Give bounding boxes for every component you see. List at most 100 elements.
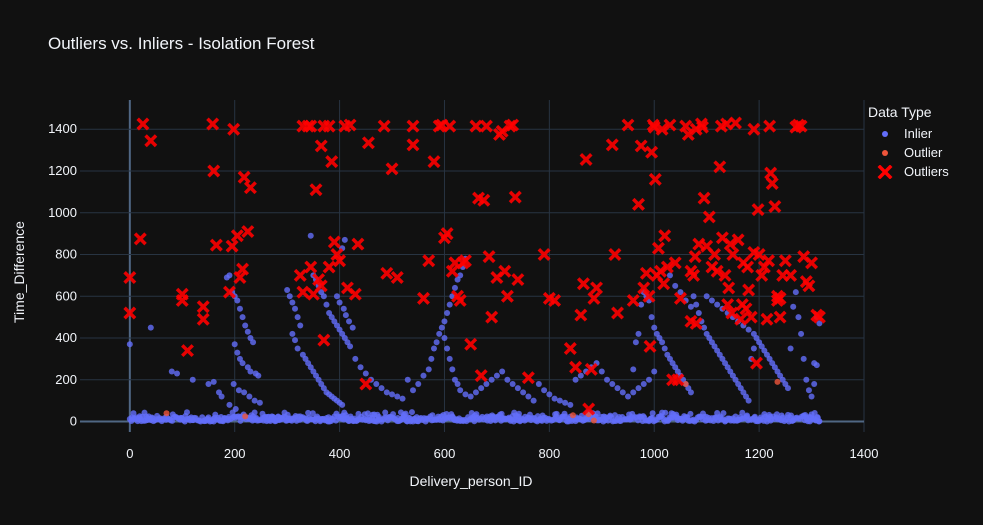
- outliers-x-point[interactable]: [569, 360, 583, 374]
- inlier-point[interactable]: [604, 376, 611, 383]
- outliers-x-point[interactable]: [322, 119, 336, 133]
- inlier-point[interactable]: [292, 305, 299, 312]
- inlier-point[interactable]: [567, 401, 574, 408]
- outlier-point[interactable]: [163, 410, 170, 417]
- inlier-point[interactable]: [420, 372, 427, 379]
- inlier-point[interactable]: [645, 376, 652, 383]
- outliers-x-point[interactable]: [348, 287, 362, 301]
- outliers-x-point[interactable]: [448, 256, 462, 270]
- inlier-point[interactable]: [352, 355, 359, 362]
- inlier-point[interactable]: [231, 341, 238, 348]
- outliers-x-point[interactable]: [645, 145, 659, 159]
- outliers-x-point[interactable]: [582, 402, 596, 416]
- inlier-point[interactable]: [648, 314, 655, 321]
- outliers-x-point[interactable]: [648, 172, 662, 186]
- inlier-point[interactable]: [408, 409, 415, 416]
- inlier-point[interactable]: [174, 370, 181, 377]
- outliers-x-point[interactable]: [658, 229, 672, 243]
- outliers-x-point[interactable]: [655, 122, 669, 136]
- outliers-x-point[interactable]: [696, 120, 709, 134]
- outliers-x-point[interactable]: [587, 291, 601, 305]
- inlier-point[interactable]: [662, 409, 669, 416]
- outliers-x-point[interactable]: [427, 155, 441, 169]
- inlier-point[interactable]: [701, 324, 708, 331]
- outliers-x-point[interactable]: [563, 342, 577, 355]
- outliers-x-point[interactable]: [687, 268, 701, 282]
- outliers-x-point[interactable]: [458, 254, 472, 268]
- inlier-point[interactable]: [373, 380, 380, 387]
- outlier-point[interactable]: [682, 380, 689, 387]
- inlier-point[interactable]: [499, 368, 506, 375]
- outliers-x-point[interactable]: [296, 285, 310, 299]
- outliers-x-point[interactable]: [747, 122, 761, 136]
- outliers-x-point[interactable]: [196, 300, 210, 314]
- inlier-point[interactable]: [750, 345, 757, 352]
- inlier-point[interactable]: [800, 355, 807, 362]
- inlier-point[interactable]: [467, 393, 474, 400]
- inlier-point[interactable]: [320, 293, 327, 300]
- inlier-point[interactable]: [382, 409, 389, 416]
- inlier-point[interactable]: [251, 397, 258, 404]
- inlier-point[interactable]: [404, 376, 411, 383]
- outliers-x-point[interactable]: [236, 262, 250, 276]
- inlier-point[interactable]: [323, 301, 330, 308]
- inlier-point[interactable]: [773, 411, 780, 418]
- outliers-x-point[interactable]: [227, 122, 241, 136]
- outliers-x-point[interactable]: [209, 238, 223, 252]
- inlier-point[interactable]: [239, 360, 246, 367]
- inlier-point[interactable]: [292, 337, 299, 344]
- outliers-x-point[interactable]: [222, 285, 236, 299]
- outliers-x-point[interactable]: [440, 227, 454, 241]
- inlier-point[interactable]: [232, 406, 239, 413]
- outliers-x-point[interactable]: [508, 190, 522, 204]
- inlier-point[interactable]: [625, 393, 632, 400]
- inlier-point[interactable]: [451, 284, 458, 291]
- outliers-x-point[interactable]: [453, 293, 467, 307]
- inlier-point[interactable]: [614, 385, 621, 392]
- inlier-point[interactable]: [415, 380, 422, 387]
- inlier-point[interactable]: [457, 387, 464, 394]
- outliers-x-point[interactable]: [729, 116, 742, 130]
- inlier-point[interactable]: [553, 410, 560, 417]
- outliers-x-point[interactable]: [495, 124, 509, 138]
- outliers-x-point[interactable]: [406, 119, 420, 133]
- outliers-x-point[interactable]: [660, 260, 674, 274]
- inlier-point[interactable]: [239, 314, 246, 321]
- inlier-point[interactable]: [795, 314, 802, 321]
- outliers-x-point[interactable]: [679, 119, 693, 133]
- outlier-point[interactable]: [590, 417, 597, 424]
- inlier-point[interactable]: [687, 389, 694, 396]
- outliers-x-point[interactable]: [136, 117, 150, 131]
- outliers-x-point[interactable]: [764, 166, 778, 180]
- outliers-x-point[interactable]: [608, 248, 622, 261]
- inlier-point[interactable]: [430, 345, 437, 352]
- outliers-x-point[interactable]: [406, 138, 420, 152]
- inlier-point[interactable]: [504, 376, 511, 383]
- outliers-x-point[interactable]: [293, 268, 307, 282]
- outliers-x-point[interactable]: [731, 233, 745, 247]
- outliers-x-point[interactable]: [718, 268, 732, 282]
- inlier-point[interactable]: [226, 401, 233, 408]
- inlier-point[interactable]: [441, 335, 448, 342]
- inlier-point[interactable]: [394, 393, 401, 400]
- outliers-x-point[interactable]: [506, 118, 520, 132]
- inlier-point[interactable]: [305, 409, 312, 416]
- inlier-point[interactable]: [126, 341, 133, 348]
- outliers-x-point[interactable]: [133, 232, 147, 246]
- outliers-x-point[interactable]: [651, 241, 665, 255]
- outliers-x-point[interactable]: [443, 119, 457, 133]
- inlier-point[interactable]: [798, 330, 805, 337]
- outliers-x-point[interactable]: [309, 183, 323, 197]
- outliers-x-point[interactable]: [708, 248, 722, 261]
- outliers-x-point[interactable]: [377, 119, 391, 133]
- inlier-point[interactable]: [289, 299, 296, 306]
- inlier-point[interactable]: [438, 324, 445, 331]
- outliers-x-point[interactable]: [776, 268, 790, 282]
- inlier-point[interactable]: [286, 293, 293, 300]
- outliers-x-point[interactable]: [241, 225, 255, 239]
- inlier-point[interactable]: [703, 293, 710, 300]
- outliers-x-point[interactable]: [196, 312, 210, 326]
- inlier-point[interactable]: [336, 299, 343, 306]
- inlier-point[interactable]: [720, 410, 727, 417]
- outliers-x-point[interactable]: [574, 308, 588, 322]
